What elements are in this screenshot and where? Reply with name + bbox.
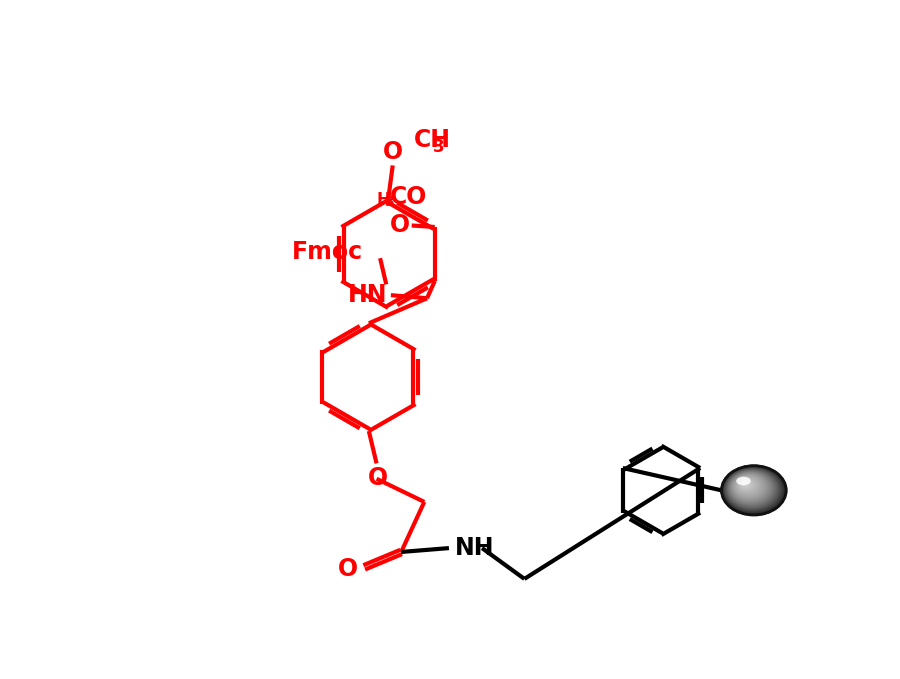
Ellipse shape (732, 474, 767, 500)
Ellipse shape (742, 481, 748, 485)
Ellipse shape (741, 481, 750, 488)
Ellipse shape (734, 475, 763, 498)
Ellipse shape (737, 478, 757, 492)
Text: CO: CO (390, 185, 428, 208)
Ellipse shape (742, 482, 747, 485)
Text: O: O (368, 466, 388, 490)
Text: CH: CH (414, 128, 451, 151)
Text: HN: HN (348, 283, 388, 307)
Ellipse shape (735, 477, 760, 495)
Ellipse shape (730, 473, 770, 502)
Ellipse shape (740, 479, 752, 490)
Ellipse shape (736, 477, 760, 495)
Ellipse shape (724, 468, 780, 511)
Ellipse shape (727, 470, 777, 507)
Ellipse shape (739, 479, 754, 490)
Ellipse shape (738, 478, 756, 492)
Ellipse shape (727, 471, 775, 507)
Ellipse shape (729, 471, 773, 505)
Ellipse shape (732, 473, 768, 501)
Ellipse shape (741, 480, 751, 488)
Text: O: O (338, 557, 358, 581)
Text: H: H (376, 191, 390, 208)
Ellipse shape (737, 477, 758, 493)
Text: Fmoc: Fmoc (292, 240, 364, 264)
Ellipse shape (725, 469, 778, 509)
Ellipse shape (724, 467, 782, 512)
Ellipse shape (731, 473, 770, 502)
Ellipse shape (729, 472, 771, 504)
Text: 3: 3 (384, 194, 393, 208)
Text: O: O (382, 140, 403, 164)
Ellipse shape (723, 467, 783, 513)
Ellipse shape (742, 481, 749, 486)
Ellipse shape (741, 480, 751, 488)
Ellipse shape (736, 477, 758, 494)
Ellipse shape (730, 472, 770, 503)
Ellipse shape (727, 470, 776, 507)
Ellipse shape (735, 476, 761, 496)
Ellipse shape (734, 475, 762, 497)
Ellipse shape (742, 481, 749, 487)
Ellipse shape (734, 475, 764, 498)
Ellipse shape (731, 473, 769, 502)
Ellipse shape (724, 469, 780, 510)
Ellipse shape (725, 469, 779, 510)
Ellipse shape (724, 467, 783, 513)
Text: 3: 3 (433, 138, 445, 156)
Ellipse shape (739, 479, 753, 490)
Ellipse shape (732, 473, 768, 500)
Ellipse shape (722, 466, 786, 515)
Ellipse shape (736, 477, 759, 494)
Ellipse shape (726, 469, 778, 509)
Ellipse shape (729, 471, 772, 504)
Ellipse shape (734, 476, 761, 496)
Ellipse shape (736, 477, 751, 485)
Ellipse shape (723, 466, 785, 514)
Ellipse shape (722, 466, 787, 515)
Text: O: O (390, 213, 410, 238)
Ellipse shape (726, 469, 777, 508)
Text: NH: NH (455, 536, 495, 560)
Ellipse shape (739, 479, 755, 491)
Ellipse shape (740, 480, 752, 489)
Ellipse shape (733, 475, 765, 499)
Ellipse shape (743, 482, 746, 485)
Ellipse shape (722, 466, 787, 515)
Ellipse shape (723, 466, 784, 513)
Ellipse shape (733, 474, 766, 500)
Ellipse shape (724, 468, 781, 511)
Ellipse shape (738, 479, 755, 492)
Ellipse shape (734, 475, 764, 498)
Ellipse shape (728, 471, 774, 506)
Ellipse shape (743, 482, 745, 484)
Ellipse shape (728, 471, 774, 505)
